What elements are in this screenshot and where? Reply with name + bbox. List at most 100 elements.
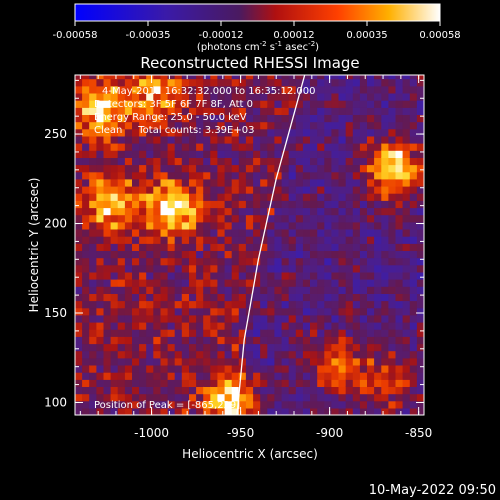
heatmap-cell xyxy=(281,171,290,180)
heatmap-cell xyxy=(82,221,90,230)
heatmap-cell xyxy=(402,300,411,309)
heatmap-cell xyxy=(189,336,197,345)
heatmap-cell xyxy=(174,214,183,223)
heatmap-cell xyxy=(367,214,375,223)
heatmap-cell xyxy=(124,264,133,273)
heatmap-cell xyxy=(331,228,340,237)
heatmap-cell xyxy=(96,143,105,151)
heatmap-cell xyxy=(210,300,218,309)
heatmap-cell xyxy=(374,279,382,287)
colorbar-tick-label: 0.00058 xyxy=(419,30,460,41)
heatmap-cell xyxy=(367,279,375,287)
heatmap-cell xyxy=(359,343,368,352)
heatmap-cell xyxy=(317,386,325,395)
heatmap-cell xyxy=(260,329,268,337)
heatmap-cell xyxy=(331,293,340,302)
heatmap-cell xyxy=(146,207,154,216)
heatmap-cell xyxy=(110,386,119,395)
heatmap-cell xyxy=(82,185,90,194)
heatmap-cell xyxy=(181,143,190,151)
heatmap-cell xyxy=(203,143,211,151)
heatmap-cell xyxy=(367,128,375,137)
heatmap-cell xyxy=(217,350,226,359)
heatmap-cell xyxy=(160,221,169,230)
heatmap-cell xyxy=(288,78,297,87)
heatmap-cell xyxy=(103,293,112,302)
heatmap-cell xyxy=(367,207,375,216)
heatmap-cell xyxy=(367,300,375,309)
heatmap-cell xyxy=(89,329,97,337)
heatmap-cell xyxy=(367,379,375,387)
heatmap-cell xyxy=(274,150,283,158)
heatmap-cell xyxy=(331,75,340,80)
heatmap-cell xyxy=(302,78,311,87)
heatmap-cell xyxy=(196,92,204,101)
heatmap-cell xyxy=(75,364,83,373)
heatmap-cell xyxy=(210,221,218,230)
heatmap-cell xyxy=(110,114,119,123)
heatmap-cell xyxy=(288,178,297,187)
heatmap-cell xyxy=(281,150,290,158)
heatmap-cell xyxy=(274,386,283,395)
heatmap-cell xyxy=(395,372,404,380)
heatmap-cell xyxy=(352,178,361,187)
heatmap-cell xyxy=(189,214,197,223)
heatmap-cell xyxy=(381,135,389,144)
heatmap-cell xyxy=(345,85,354,94)
heatmap-cell xyxy=(402,157,411,166)
heatmap-cell xyxy=(181,207,190,216)
heatmap-cell xyxy=(174,243,183,251)
heatmap-cell xyxy=(395,221,404,230)
heatmap-cell xyxy=(245,85,254,94)
heatmap-cell xyxy=(96,200,105,209)
heatmap-cell xyxy=(288,164,297,173)
heatmap-cell xyxy=(352,357,361,366)
heatmap-cell xyxy=(217,307,226,316)
heatmap-cell xyxy=(189,293,197,302)
heatmap-cell xyxy=(203,250,211,259)
heatmap-cell xyxy=(295,407,304,415)
heatmap-cell xyxy=(409,92,418,101)
heatmap-cell xyxy=(253,279,261,287)
heatmap-cell xyxy=(359,214,368,223)
heatmap-cell xyxy=(381,75,389,80)
heatmap-cell xyxy=(331,364,340,373)
heatmap-cell xyxy=(295,193,304,201)
heatmap-cell xyxy=(395,293,404,302)
heatmap-cell xyxy=(260,279,268,287)
heatmap-cell xyxy=(302,357,311,366)
heatmap-cell xyxy=(231,236,240,244)
heatmap-cell xyxy=(146,300,154,309)
heatmap-cell xyxy=(317,207,325,216)
heatmap-cell xyxy=(146,228,154,237)
heatmap-cell xyxy=(317,350,325,359)
heatmap-cell xyxy=(189,307,197,316)
heatmap-cell xyxy=(231,279,240,287)
heatmap-cell xyxy=(367,293,375,302)
heatmap-cell xyxy=(338,350,347,359)
heatmap-cell xyxy=(238,185,247,194)
heatmap-cell xyxy=(110,400,119,409)
heatmap-cell xyxy=(110,121,119,130)
heatmap-cell xyxy=(231,379,240,387)
heatmap-cell xyxy=(288,364,297,373)
heatmap-cell xyxy=(409,350,418,359)
heatmap-cell xyxy=(146,279,154,287)
heatmap-cell xyxy=(317,236,325,244)
heatmap-cell xyxy=(374,178,382,187)
heatmap-cell xyxy=(381,286,389,294)
heatmap-cell xyxy=(217,193,226,201)
heatmap-cell xyxy=(124,357,133,366)
heatmap-cell xyxy=(153,379,161,387)
heatmap-cell xyxy=(146,379,154,387)
heatmap-cell xyxy=(310,128,318,137)
heatmap-cell xyxy=(367,321,375,330)
heatmap-cell xyxy=(96,314,105,323)
heatmap-cell xyxy=(189,350,197,359)
heatmap-cell xyxy=(75,400,83,409)
heatmap-cell xyxy=(352,264,361,273)
heatmap-cell xyxy=(302,321,311,330)
heatmap-cell xyxy=(189,164,197,173)
heatmap-cell xyxy=(124,114,133,123)
heatmap-cell xyxy=(217,364,226,373)
